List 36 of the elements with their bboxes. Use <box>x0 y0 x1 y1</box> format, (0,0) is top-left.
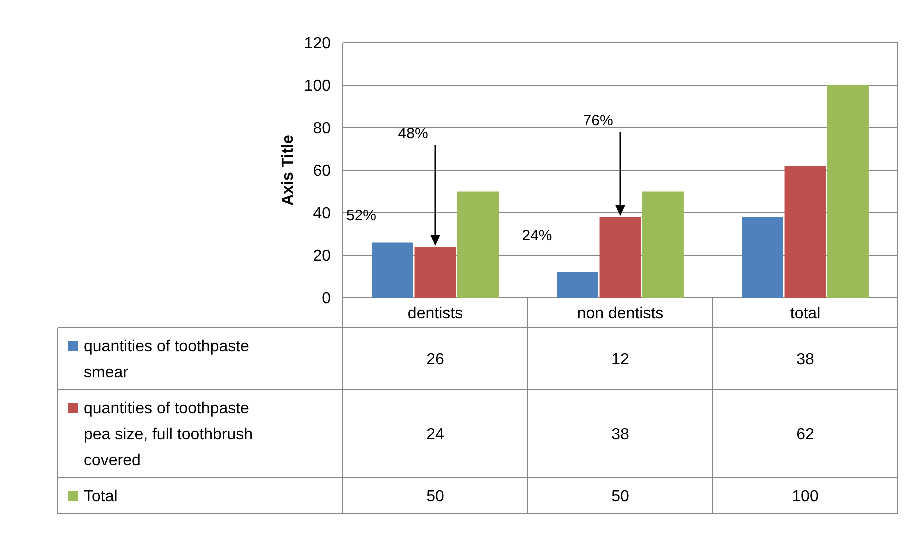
annotation: 48% <box>398 125 428 142</box>
legend-label: Total <box>84 488 118 506</box>
bar <box>784 166 826 298</box>
bar <box>600 217 642 298</box>
data-label: 50 <box>612 488 630 506</box>
annotation: 52% <box>346 207 377 224</box>
bar <box>414 247 456 298</box>
y-tick-label: 40 <box>313 206 332 223</box>
annotation: 24% <box>522 227 552 244</box>
y-tick-label: 80 <box>313 120 332 138</box>
y-tick-label: 60 <box>313 163 332 180</box>
annotation: 76% <box>583 112 614 130</box>
data-label: 38 <box>796 352 814 369</box>
data-label: 12 <box>612 352 630 369</box>
data-label: 24 <box>426 426 444 444</box>
legend-label: quantities of toothpaste pea size, full toothbrush covered <box>84 400 253 470</box>
bar <box>642 192 684 298</box>
y-axis-title: Axis Title <box>280 134 297 206</box>
data-label: 50 <box>426 488 444 506</box>
y-tick-label: 20 <box>313 248 332 266</box>
data-label: 100 <box>792 488 819 506</box>
data-label: 62 <box>796 426 814 444</box>
bar <box>557 272 598 298</box>
y-tick-label: 120 <box>304 36 332 53</box>
x-tick-label: dentists <box>408 306 464 323</box>
legend-label: quantities of toothpaste smear <box>84 338 250 382</box>
x-tick-label: total <box>790 306 821 323</box>
bar <box>458 192 499 298</box>
y-tick-label: 100 <box>304 78 332 96</box>
x-tick-label: non dentists <box>577 306 664 323</box>
data-label: 26 <box>426 352 444 369</box>
y-tick-label: 0 <box>322 290 332 308</box>
bar <box>372 242 414 298</box>
bar <box>742 217 784 298</box>
bar <box>828 86 869 298</box>
data-label: 38 <box>612 426 630 444</box>
